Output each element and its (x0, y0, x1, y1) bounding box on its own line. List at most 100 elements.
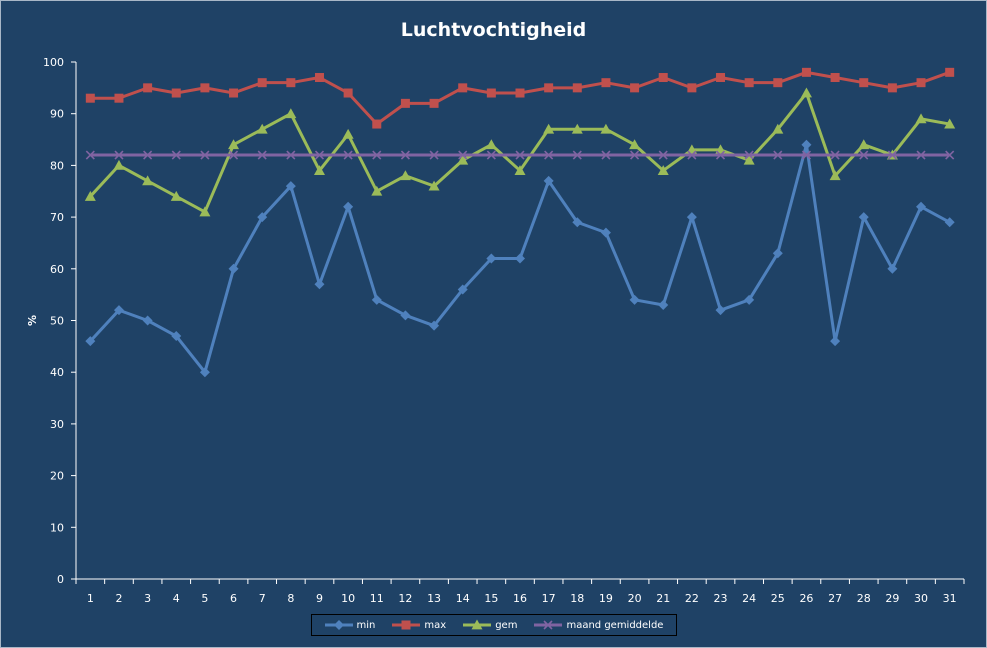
y-tick-label: 10 (50, 521, 64, 534)
x-tick-label: 3 (144, 592, 151, 605)
x-marker-stroke (314, 150, 325, 160)
legend-swatch-max (392, 620, 421, 630)
legend-swatch-maand-gemiddelde (534, 620, 563, 630)
x-marker-stroke (486, 150, 496, 160)
data-point-gem (543, 123, 555, 134)
data-point-maand-gemiddelde (314, 150, 325, 160)
data-point-maand-gemiddelde (773, 150, 783, 160)
data-point-gem (199, 206, 211, 217)
data-point-max (572, 83, 582, 93)
data-point-min (916, 201, 927, 212)
legend-swatch-marker (543, 620, 554, 630)
legend-swatch-marker (471, 619, 483, 630)
data-point-max (716, 73, 726, 83)
x-tick-label: 27 (828, 592, 842, 605)
x-marker-stroke (515, 150, 525, 160)
x-tick-label: 17 (542, 592, 556, 605)
data-point-min (629, 294, 640, 305)
data-point-min (400, 310, 411, 321)
y-tick-label: 80 (50, 159, 64, 172)
x-marker-stroke (773, 150, 783, 160)
legend-item-maand-gemiddelde: maand gemiddelde (534, 619, 663, 631)
data-point-gem (858, 139, 870, 150)
data-point-min (858, 212, 869, 223)
x-tick-label: 26 (799, 592, 813, 605)
x-tick-label: 7 (259, 592, 266, 605)
data-point-max (429, 98, 439, 108)
data-point-min (371, 294, 382, 305)
legend-label: maand gemiddelde (566, 619, 664, 631)
data-point-min (314, 279, 325, 290)
x-marker-stroke (887, 150, 897, 160)
data-point-min (715, 305, 726, 316)
x-tick-label: 1 (87, 592, 94, 605)
data-point-gem (829, 170, 841, 181)
data-point-maand-gemiddelde (744, 150, 754, 160)
data-point-gem (228, 139, 240, 150)
data-point-min (257, 212, 268, 223)
x-tick-label: 16 (513, 592, 527, 605)
x-tick-label: 13 (427, 592, 441, 605)
x-marker-stroke (286, 150, 296, 160)
x-marker-stroke (85, 150, 95, 160)
data-point-gem (285, 108, 297, 119)
data-point-gem (371, 185, 383, 196)
data-point-gem (600, 123, 612, 134)
data-point-maand-gemiddelde (286, 150, 296, 160)
x-tick-label: 12 (398, 592, 412, 605)
data-point-max (486, 88, 496, 98)
y-tick-label: 30 (50, 418, 64, 431)
data-point-gem (485, 139, 497, 150)
x-tick-label: 30 (914, 592, 928, 605)
data-point-maand-gemiddelde (830, 150, 840, 160)
data-point-maand-gemiddelde (801, 150, 812, 160)
data-point-gem (142, 175, 154, 186)
x-marker-stroke (830, 150, 840, 160)
x-tick-label: 21 (656, 592, 670, 605)
x-tick-label: 9 (316, 592, 323, 605)
data-point-gem (256, 123, 268, 134)
x-marker-stroke (916, 150, 926, 160)
x-tick-label: 2 (115, 592, 122, 605)
legend-label: max (424, 619, 447, 631)
x-tick-label: 22 (685, 592, 699, 605)
x-marker-stroke (687, 150, 697, 160)
x-marker-stroke (143, 150, 153, 160)
x-tick-label: 23 (714, 592, 728, 605)
data-point-maand-gemiddelde (630, 150, 640, 160)
x-marker-stroke (544, 150, 554, 160)
data-point-gem (657, 165, 669, 175)
data-point-maand-gemiddelde (945, 150, 955, 160)
legend-item-min: min (324, 619, 376, 631)
data-point-min (343, 201, 354, 212)
data-point-gem (772, 123, 784, 134)
data-point-maand-gemiddelde (458, 150, 468, 160)
data-point-max (114, 93, 124, 103)
data-point-max (544, 83, 554, 93)
data-point-maand-gemiddelde (601, 150, 611, 160)
legend-swatch-marker (333, 620, 344, 630)
data-point-min (887, 263, 898, 274)
data-point-gem (399, 170, 411, 181)
data-point-maand-gemiddelde (544, 150, 554, 160)
data-point-min (515, 253, 525, 264)
data-point-max (658, 73, 668, 83)
x-tick-label: 11 (370, 592, 384, 605)
data-point-min (85, 336, 96, 347)
x-marker-stroke (630, 150, 640, 160)
legend-item-gem: gem (463, 619, 517, 631)
data-point-maand-gemiddelde (486, 150, 496, 160)
data-point-min (600, 227, 611, 238)
data-point-maand-gemiddelde (85, 150, 95, 160)
data-point-max (515, 88, 525, 98)
data-point-max (200, 83, 210, 93)
y-tick-label: 50 (50, 315, 64, 328)
data-point-gem (743, 154, 755, 165)
legend-label: min (356, 619, 376, 631)
x-tick-label: 14 (456, 592, 470, 605)
x-tick-label: 20 (628, 592, 642, 605)
data-point-max (143, 83, 153, 93)
data-point-maand-gemiddelde (916, 150, 926, 160)
data-point-min (457, 284, 468, 295)
data-point-max (85, 93, 95, 103)
